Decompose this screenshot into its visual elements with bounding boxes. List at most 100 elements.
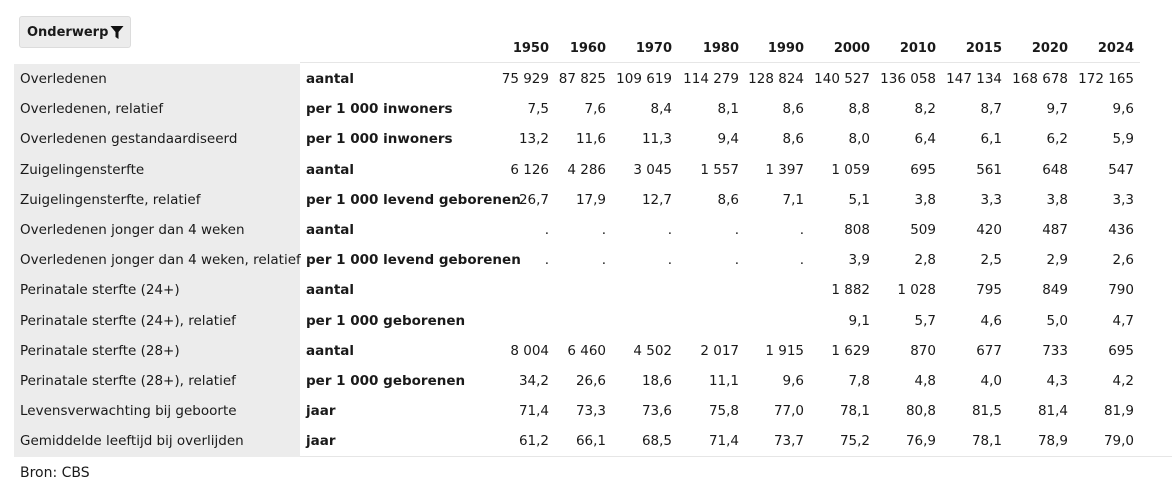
table-cell	[485, 275, 549, 305]
table-cell: 75,8	[708, 403, 739, 420]
row-label: Perinatale sterfte (24+)	[20, 282, 180, 299]
table-cell: 81,5	[971, 403, 1002, 420]
row-label: Overledenen jonger dan 4 weken	[20, 221, 245, 238]
table-cell: 436	[1108, 221, 1134, 238]
table-cell: 4,3	[1046, 372, 1068, 389]
table-cell: 34,2	[518, 372, 549, 389]
table-cell: 3,9	[848, 252, 870, 269]
row-label: Perinatale sterfte (28+)	[20, 342, 180, 359]
table-cell: 8,4	[650, 101, 672, 118]
row-label: Overledenen jonger dan 4 weken, relatief	[20, 252, 301, 269]
table-cell	[608, 306, 672, 336]
row-unit: per 1 000 geborenen	[306, 372, 466, 389]
table-cell: 2,6	[1112, 252, 1134, 269]
table-cell: 78,9	[1037, 433, 1068, 450]
table-cell: 7,5	[527, 101, 549, 118]
table-cell: 18,6	[641, 372, 672, 389]
table-cell: 8,7	[980, 101, 1002, 118]
table-cell: 6,1	[980, 131, 1002, 148]
table-cell: 12,7	[641, 191, 672, 208]
row-unit: aantal	[306, 282, 355, 299]
table-cell: 9,1	[848, 312, 870, 329]
table-cell: 136 058	[880, 71, 936, 87]
table-cell: 2,9	[1046, 252, 1068, 269]
table-cell: 75 929	[501, 71, 549, 87]
table-cell: 3 045	[633, 161, 672, 178]
table-cell: 11,6	[575, 131, 606, 148]
table-cell: 849	[1042, 282, 1068, 299]
table-cell: 109 619	[616, 71, 672, 87]
table-cell: 73,3	[575, 403, 606, 420]
row-label: Overledenen	[20, 71, 107, 87]
table-cell: 11,3	[641, 131, 672, 148]
table-cell: 75,2	[839, 433, 870, 450]
row-unit: jaar	[306, 403, 336, 420]
table-cell: 140 527	[814, 71, 870, 87]
table-cell: 3,8	[914, 191, 936, 208]
row-label: Overledenen gestandaardiseerd	[20, 131, 238, 148]
row-label: Perinatale sterfte (28+), relatief	[20, 372, 236, 389]
year-header: 1970	[635, 41, 672, 56]
row-label: Gemiddelde leeftijd bij overlijden	[20, 433, 244, 450]
table-cell	[542, 306, 606, 336]
table-cell: 1 629	[831, 342, 870, 359]
table-cell: 509	[910, 221, 936, 238]
table-cell: 3,3	[980, 191, 1002, 208]
table-cell: 790	[1108, 282, 1134, 299]
table-cell: 147 134	[946, 71, 1002, 87]
table-cell: 7,6	[584, 101, 606, 118]
table-cell: 8,1	[717, 101, 739, 118]
table-cell: 4,2	[1112, 372, 1134, 389]
row-unit: aantal	[306, 342, 355, 359]
table-cell: 5,7	[914, 312, 936, 329]
table-cell: 420	[976, 221, 1002, 238]
table-cell: 5,0	[1046, 312, 1068, 329]
table-cell: .	[667, 252, 672, 269]
table-cell: 73,6	[641, 403, 672, 420]
table-cell: 61,2	[518, 433, 549, 450]
onderwerp-filter-button[interactable]: Onderwerp	[19, 16, 131, 48]
year-header: 2015	[965, 41, 1002, 56]
table-cell: 1 557	[700, 161, 739, 178]
table-cell: 9,6	[782, 372, 804, 389]
table-cell: 11,1	[708, 372, 739, 389]
table-cell: .	[799, 252, 804, 269]
table-cell: 77,0	[773, 403, 804, 420]
table-cell: 4,7	[1112, 312, 1134, 329]
table-cell	[608, 275, 672, 305]
table-cell: 5,1	[848, 191, 870, 208]
table-cell: 6,4	[914, 131, 936, 148]
table-cell	[675, 306, 739, 336]
table-cell: .	[544, 221, 549, 238]
table-cell	[485, 306, 549, 336]
table-cell: 7,8	[848, 372, 870, 389]
row-label: Overledenen, relatief	[20, 101, 164, 118]
table-cell: 8 004	[510, 342, 549, 359]
table-cell: 68,5	[641, 433, 672, 450]
table-cell: 4,6	[980, 312, 1002, 329]
year-header: 1980	[702, 41, 739, 56]
row-label: Zuigelingensterfte, relatief	[20, 191, 201, 208]
year-header: 2010	[899, 41, 936, 56]
table-cell: 87 825	[558, 71, 606, 87]
table-cell: 73,7	[773, 433, 804, 450]
table-cell: 8,8	[848, 101, 870, 118]
table-cell: 1 882	[831, 282, 870, 299]
table-cell: 1 059	[831, 161, 870, 178]
table-cell: 80,8	[905, 403, 936, 420]
year-header: 1960	[569, 41, 606, 56]
table-cell: 4,8	[914, 372, 936, 389]
table-cell: 9,7	[1046, 101, 1068, 118]
filter-label: Onderwerp	[27, 24, 109, 40]
table-cell: 808	[844, 221, 870, 238]
year-header: 2024	[1097, 41, 1134, 56]
year-header: 1950	[512, 41, 549, 56]
table-cell: .	[734, 221, 739, 238]
table-cell: .	[734, 252, 739, 269]
table-cell: 561	[976, 161, 1002, 178]
table-cell: 66,1	[575, 433, 606, 450]
table-cell: .	[799, 221, 804, 238]
table-cell: 78,1	[971, 433, 1002, 450]
table-cell: 5,9	[1112, 131, 1134, 148]
table-cell: 3,8	[1046, 191, 1068, 208]
